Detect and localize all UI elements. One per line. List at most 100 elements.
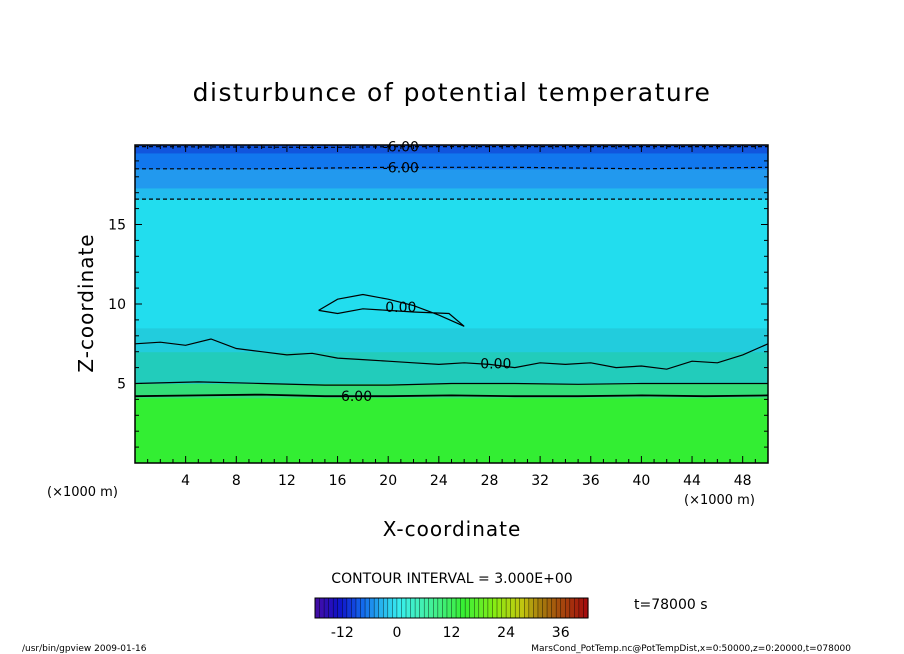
contour-line-1 — [135, 166, 768, 170]
colorbar-cell — [487, 598, 494, 618]
colorbar-cell — [551, 598, 557, 618]
colorbar-cell — [460, 598, 466, 618]
colorbar-cell — [492, 598, 498, 618]
colorbar — [314, 598, 589, 618]
colorbar-cell — [528, 598, 534, 618]
x-unit-left: (×1000 m) — [47, 485, 118, 500]
colorbar-cell — [497, 598, 503, 618]
colorbar-cell — [355, 598, 362, 618]
colorbar-cell — [406, 598, 412, 618]
contour-label-2: 0.00 — [385, 300, 416, 316]
colorbar-tick-label: 24 — [497, 625, 515, 641]
chart-title: disturbunce of potential temperature — [193, 78, 712, 107]
contour-labels: -6.00-6.000.000.006.00 — [341, 140, 511, 406]
colorbar-cell — [474, 598, 480, 618]
contour-line-3 — [135, 338, 768, 370]
x-tick-label: 32 — [531, 473, 549, 489]
colorbar-cell — [401, 598, 407, 618]
x-tick-label: 20 — [379, 473, 397, 489]
field-layer-3 — [135, 327, 768, 353]
colorbar-cell — [578, 598, 585, 618]
colorbar-cell — [360, 598, 366, 618]
colorbar-cell — [351, 598, 357, 618]
x-tick-label: 44 — [683, 473, 701, 489]
colorbar-cell — [519, 598, 525, 618]
colorbar-cell — [342, 598, 348, 618]
colorbar-cell — [383, 598, 389, 618]
x-tick-label: 36 — [582, 473, 600, 489]
colorbar-cell — [556, 598, 562, 618]
colorbar-cell — [560, 598, 566, 618]
colorbar-cell — [396, 598, 403, 618]
field-layer-0 — [135, 397, 768, 463]
colorbar-cell — [324, 598, 330, 618]
colorbar-cell — [415, 598, 421, 618]
colorbar-cell — [537, 598, 544, 618]
colorbar-cell — [378, 598, 384, 618]
colorbar-cell — [478, 598, 484, 618]
colorbar-cell — [506, 598, 512, 618]
colorbar-cell — [501, 598, 507, 618]
contour-line-5 — [135, 393, 768, 398]
colorbar-cell — [437, 598, 443, 618]
colorbar-cell — [333, 598, 339, 618]
x-tick-label: 4 — [181, 473, 190, 489]
colorbar-cell — [319, 598, 325, 618]
colorbar-tick-label: -12 — [331, 625, 354, 641]
field-layer-8 — [135, 145, 768, 154]
colorbar-cell — [483, 598, 489, 618]
colorbar-cell — [469, 598, 475, 618]
colorbar-cell — [569, 598, 575, 618]
colorbar-cell — [315, 598, 321, 618]
colorbar-cell — [451, 598, 457, 618]
y-tick-label: 15 — [108, 218, 126, 234]
colorbar-cell — [565, 598, 571, 618]
colorbar-cell — [424, 598, 430, 618]
colorbar-cell — [433, 598, 439, 618]
colorbar-cell — [419, 598, 425, 618]
x-unit-right: (×1000 m) — [684, 493, 755, 508]
contour-label-4: 6.00 — [341, 389, 372, 405]
colorbar-cell — [410, 598, 416, 618]
colorbar-cell — [533, 598, 539, 618]
contour-line-6 — [135, 381, 768, 386]
colorbar-cell — [387, 598, 393, 618]
colorbar-cell — [346, 598, 352, 618]
footer-right: MarsCond_PotTemp.nc@PotTempDist,x=0:5000… — [531, 644, 851, 654]
x-tick-label: 48 — [734, 473, 752, 489]
y-axis-label: Z-coordinate — [74, 233, 98, 372]
colorbar-cell — [337, 598, 343, 618]
x-axis-label: X-coordinate — [383, 517, 522, 541]
x-tick-label: 40 — [632, 473, 650, 489]
contour-label-1: -6.00 — [383, 160, 419, 176]
colorbar-cell — [574, 598, 580, 618]
x-tick-label: 12 — [278, 473, 296, 489]
field-layer-5 — [135, 187, 768, 200]
time-label: t=78000 s — [634, 597, 708, 613]
colorbar-cell — [442, 598, 448, 618]
colorbar-frame — [314, 597, 589, 619]
field-layer-2 — [135, 351, 768, 384]
colorbar-cell — [524, 598, 530, 618]
contour-interval: CONTOUR INTERVAL = 3.000E+00 — [331, 571, 572, 587]
x-tick-label: 28 — [481, 473, 499, 489]
colorbar-cell — [328, 598, 334, 618]
x-tick-label: 16 — [329, 473, 347, 489]
colorbar-cell — [456, 598, 462, 618]
x-tick-label: 24 — [430, 473, 448, 489]
colorbar-cell — [428, 598, 434, 618]
y-tick-label: 10 — [108, 297, 126, 313]
field-layer-7 — [135, 152, 768, 170]
colorbar-cell — [542, 598, 548, 618]
colorbar-cell — [515, 598, 521, 618]
colorbar-cell — [365, 598, 371, 618]
colorbar-tick-label: 36 — [552, 625, 570, 641]
colorbar-cell — [392, 598, 398, 618]
contour-label-3: 0.00 — [480, 357, 511, 373]
y-tick-label: 5 — [117, 377, 126, 393]
contour-line-4 — [318, 293, 465, 327]
field-layer-6 — [135, 168, 768, 189]
field-layer-4 — [135, 199, 768, 329]
